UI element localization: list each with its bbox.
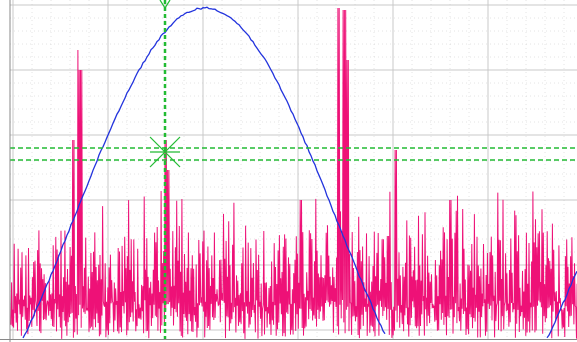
cursors: [10, 0, 577, 339]
grid: [10, 0, 577, 339]
noise-trace: [10, 7, 577, 339]
top-marker: [159, 0, 171, 10]
sine-trace: [22, 6, 577, 339]
traces: [10, 6, 577, 339]
